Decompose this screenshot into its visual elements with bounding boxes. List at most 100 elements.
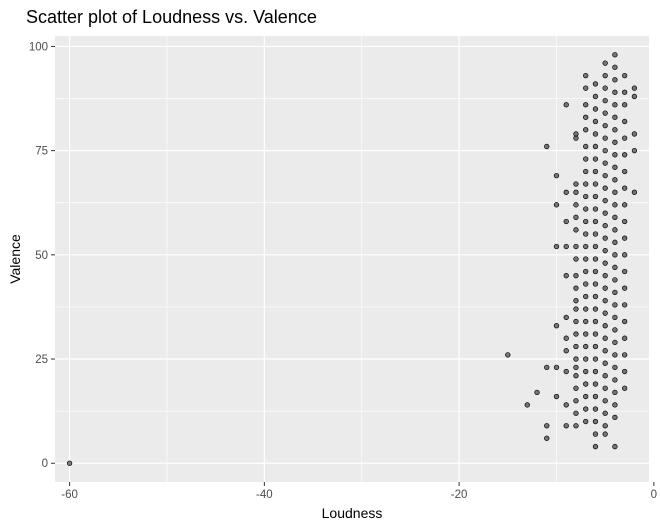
data-point — [602, 210, 608, 216]
data-point — [592, 268, 599, 275]
data-point — [622, 268, 628, 275]
data-point — [612, 64, 618, 70]
data-point — [563, 243, 569, 250]
data-point — [602, 348, 608, 354]
data-point — [612, 114, 618, 120]
data-point — [622, 252, 628, 258]
data-point — [602, 97, 608, 104]
data-point — [622, 302, 628, 308]
data-point — [612, 314, 618, 321]
data-point — [622, 72, 628, 79]
data-point — [602, 285, 608, 291]
data-point — [583, 181, 589, 187]
data-point — [592, 293, 599, 300]
data-point — [592, 193, 599, 200]
data-point — [583, 318, 589, 325]
data-point — [573, 285, 579, 291]
data-point — [612, 252, 618, 258]
data-point — [602, 248, 608, 254]
data-point — [602, 60, 608, 66]
data-point — [592, 393, 599, 400]
data-point — [592, 343, 599, 350]
data-point — [602, 172, 608, 179]
data-point — [622, 135, 628, 141]
data-point — [592, 368, 599, 375]
data-point — [583, 393, 589, 400]
data-point — [592, 443, 599, 450]
data-point — [602, 110, 608, 116]
data-point — [622, 202, 628, 208]
data-point — [612, 164, 618, 170]
data-point — [573, 423, 579, 429]
y-axis: 0 25 50 75 100 — [29, 41, 55, 470]
data-point — [602, 260, 608, 266]
data-point — [612, 239, 618, 245]
data-point — [631, 189, 638, 195]
data-point — [583, 418, 589, 425]
data-point — [612, 214, 618, 220]
data-point — [66, 460, 73, 466]
data-point — [622, 118, 628, 125]
data-point — [612, 127, 618, 133]
data-point — [592, 281, 599, 287]
data-point — [583, 268, 589, 275]
data-point — [583, 281, 589, 287]
data-point — [592, 231, 599, 237]
data-point — [583, 381, 589, 387]
data-point — [544, 143, 550, 150]
chart-title: Scatter plot of Loudness vs. Valence — [26, 7, 317, 27]
data-point — [583, 343, 589, 350]
data-point — [573, 343, 579, 350]
data-point — [544, 364, 550, 371]
data-point — [553, 202, 560, 208]
data-point — [631, 147, 638, 154]
data-point — [612, 152, 618, 158]
x-axis: -60 -40 -20 0 — [61, 482, 657, 501]
data-point — [553, 243, 560, 250]
data-point — [622, 89, 628, 95]
data-point — [612, 77, 618, 83]
data-point — [583, 406, 589, 412]
data-point — [631, 93, 638, 100]
data-point — [592, 356, 599, 362]
y-tick-label: 0 — [42, 458, 48, 470]
data-point — [612, 264, 618, 270]
data-point — [583, 368, 589, 375]
data-point — [622, 318, 628, 325]
data-point — [612, 352, 618, 358]
data-point — [573, 181, 579, 187]
data-point — [602, 335, 608, 341]
data-point — [573, 306, 579, 312]
data-point — [612, 89, 618, 95]
data-point — [602, 197, 608, 204]
data-point — [573, 227, 579, 233]
data-point — [602, 298, 608, 304]
data-point — [592, 143, 599, 150]
data-point — [573, 243, 579, 250]
data-point — [602, 360, 608, 366]
data-point — [583, 72, 589, 79]
data-point — [612, 389, 618, 396]
data-point — [602, 160, 608, 166]
data-point — [592, 131, 599, 137]
data-point — [602, 385, 608, 391]
data-point — [573, 135, 579, 141]
data-point — [563, 218, 569, 225]
data-point — [602, 147, 608, 154]
x-tick-label: -20 — [451, 489, 468, 501]
data-point — [592, 156, 599, 162]
data-point — [602, 398, 608, 404]
data-point — [583, 102, 589, 108]
data-point — [622, 352, 628, 358]
data-point — [612, 277, 618, 283]
data-point — [563, 102, 569, 108]
data-point — [622, 235, 628, 241]
plot-panel — [55, 36, 649, 482]
data-point — [602, 135, 608, 141]
data-point — [612, 302, 618, 308]
data-point — [544, 435, 550, 441]
data-point — [573, 410, 579, 416]
data-point — [592, 256, 599, 262]
data-point — [573, 398, 579, 404]
data-point — [602, 85, 608, 91]
